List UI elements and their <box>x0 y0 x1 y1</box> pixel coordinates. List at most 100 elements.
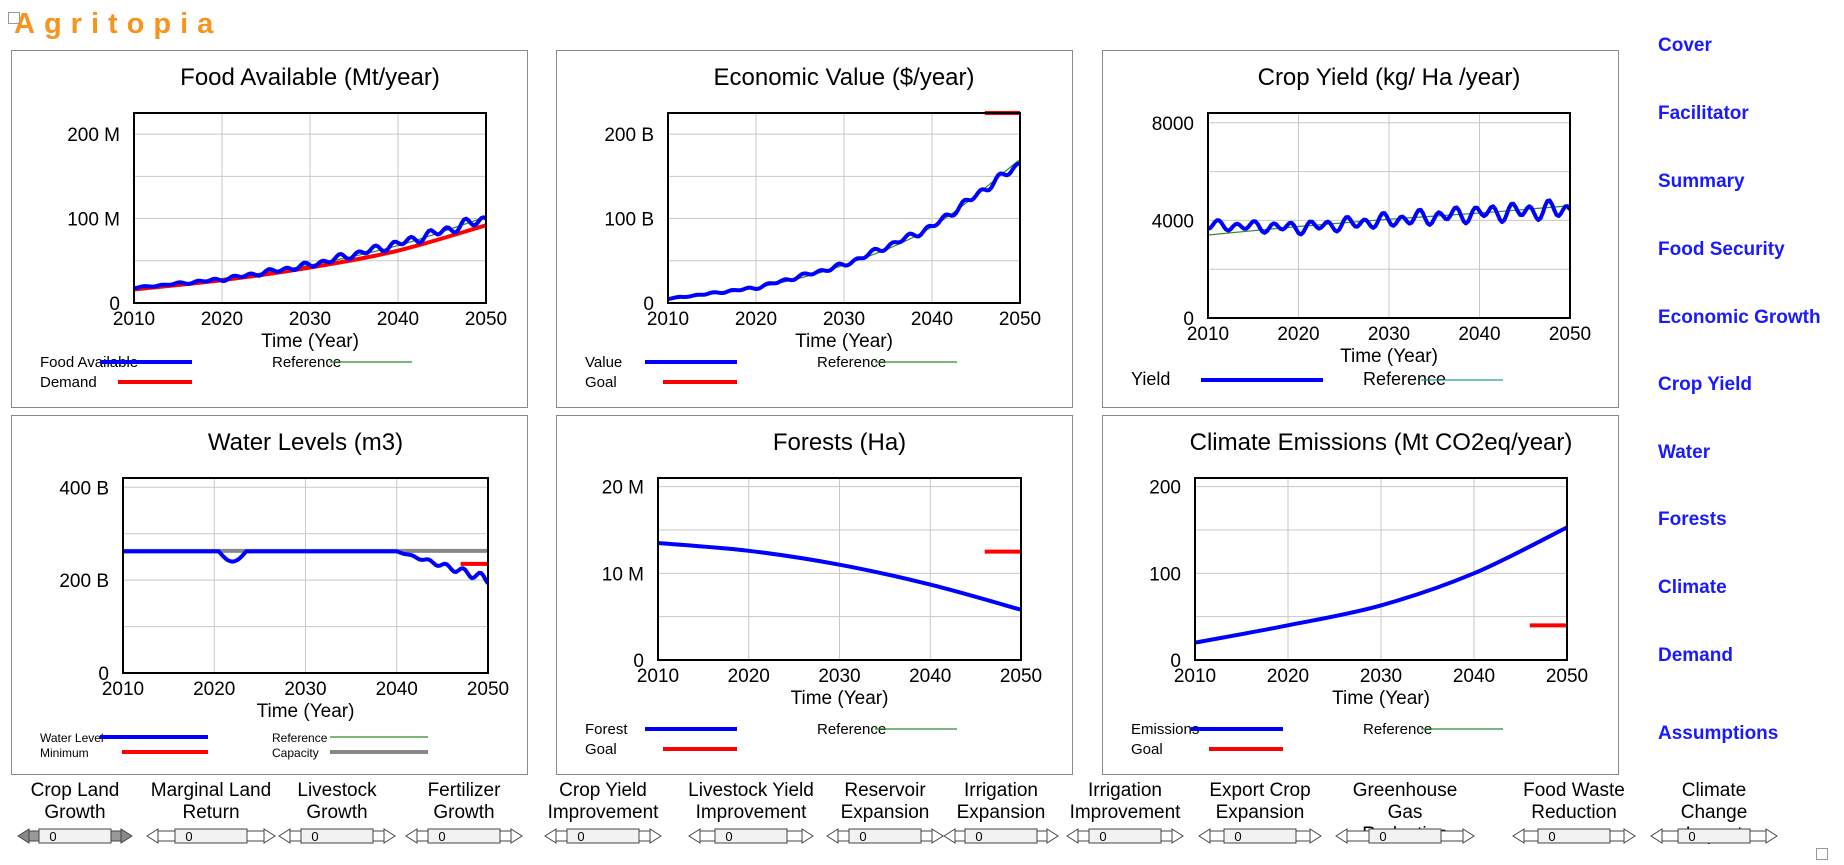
slider-left-arrow[interactable] <box>1066 828 1079 844</box>
slider-left-arrow[interactable] <box>1512 828 1525 844</box>
slider-track[interactable]: 0 <box>278 827 396 845</box>
nav-link-demand[interactable]: Demand <box>1658 645 1733 666</box>
slider-thumb[interactable] <box>1677 828 1751 844</box>
slider-track[interactable]: 0 <box>1650 827 1778 845</box>
slider-left-arrow[interactable] <box>1335 828 1348 844</box>
nav-link-water[interactable]: Water <box>1658 442 1711 463</box>
slider-right-arrow[interactable] <box>1171 828 1184 844</box>
slider-right-arrow[interactable] <box>649 828 662 844</box>
nav-link-crop-yield[interactable]: Crop Yield <box>1658 374 1752 395</box>
x-tick-label: 2010 <box>1187 324 1229 345</box>
slider-crop-yield-improvement[interactable]: Crop Yield Improvement 0 <box>544 780 662 848</box>
x-tick-label: 2030 <box>818 666 860 687</box>
x-tick-label: 2020 <box>193 679 235 700</box>
slider-right-arrow[interactable] <box>1765 828 1778 844</box>
slider-livestock-yield-improvement[interactable]: Livestock Yield Improvement 0 <box>688 780 814 848</box>
nav-link-climate[interactable]: Climate <box>1658 577 1727 598</box>
slider-value: 0 <box>725 829 732 844</box>
slider-irrigation-improvement[interactable]: Irrigation Improvement 0 <box>1066 780 1184 848</box>
slider-thumb[interactable] <box>1223 828 1297 844</box>
slider-thumb[interactable] <box>714 828 788 844</box>
slider-right-arrow[interactable] <box>383 828 396 844</box>
y-tick-label: 8000 <box>1152 114 1194 135</box>
x-axis-label: Time (Year) <box>261 331 359 352</box>
x-tick-label: 2020 <box>1267 666 1309 687</box>
slider-right-arrow[interactable] <box>263 828 276 844</box>
slider-thumb[interactable] <box>848 828 922 844</box>
slider-right-arrow[interactable] <box>1046 828 1059 844</box>
slider-track[interactable]: 0 <box>688 827 814 845</box>
slider-thumb[interactable] <box>427 828 501 844</box>
slider-left-arrow[interactable] <box>17 828 30 844</box>
slider-label: Reservoir Expansion <box>840 780 930 823</box>
slider-livestock-growth[interactable]: Livestock Growth 0 <box>278 780 396 848</box>
slider-right-arrow[interactable] <box>1623 828 1636 844</box>
slider-food-waste-reduction[interactable]: Food Waste Reduction 0 <box>1512 780 1636 848</box>
nav-link-cover[interactable]: Cover <box>1658 35 1712 56</box>
slider-left-arrow[interactable] <box>278 828 291 844</box>
nav-link-summary[interactable]: Summary <box>1658 171 1745 192</box>
slider-thumb[interactable] <box>1537 828 1611 844</box>
nav-link-economic-growth[interactable]: Economic Growth <box>1658 307 1821 328</box>
chart-panel-4: Water Levels (m3) 2010 2020 2030 2040 2050 0 20… <box>11 415 528 775</box>
slider-left-arrow[interactable] <box>826 828 839 844</box>
slider-track[interactable]: 0 <box>1066 827 1184 845</box>
slider-thumb[interactable] <box>964 828 1038 844</box>
slider-thumb[interactable] <box>566 828 640 844</box>
slider-export-crop-expansion[interactable]: Export Crop Expansion 0 <box>1198 780 1322 848</box>
slider-track[interactable]: 0 <box>1198 827 1322 845</box>
slider-right-arrow[interactable] <box>510 828 523 844</box>
slider-crop-land-growth[interactable]: Crop Land Growth 0 <box>17 780 133 848</box>
nav-link-forests[interactable]: Forests <box>1658 509 1727 530</box>
slider-track[interactable]: 0 <box>405 827 523 845</box>
nav-link-assumptions[interactable]: Assumptions <box>1658 723 1779 744</box>
slider-value: 0 <box>49 829 56 844</box>
slider-right-arrow[interactable] <box>1462 828 1475 844</box>
slider-irrigation-expansion[interactable]: Irrigation Expansion 0 <box>943 780 1059 848</box>
legend-label: Emissions <box>1131 721 1199 738</box>
slider-track[interactable]: 0 <box>1335 827 1475 845</box>
slider-left-arrow[interactable] <box>1198 828 1211 844</box>
slider-track[interactable]: 0 <box>17 827 133 845</box>
y-tick-label: 0 <box>1170 651 1181 672</box>
slider-thumb[interactable] <box>38 828 112 844</box>
slider-thumb[interactable] <box>1368 828 1442 844</box>
slider-track[interactable]: 0 <box>943 827 1059 845</box>
legend-label: Food Available <box>40 354 138 371</box>
legend-label: Goal <box>585 374 617 391</box>
x-axis-label: Time (Year) <box>257 701 355 722</box>
x-axis-label: Time (Year) <box>1332 688 1430 709</box>
slider-marginal-land-return[interactable]: Marginal Land Return 0 <box>146 780 276 848</box>
slider-thumb[interactable] <box>1088 828 1162 844</box>
slider-climate-change-impact[interactable]: Climate Change Impact0 <box>1650 780 1778 848</box>
series-line-forest <box>658 541 1021 612</box>
slider-left-arrow[interactable] <box>1650 828 1663 844</box>
plot-frame <box>1194 477 1568 661</box>
slider-right-arrow[interactable] <box>120 828 133 844</box>
slider-left-arrow[interactable] <box>544 828 557 844</box>
slider-thumb[interactable] <box>300 828 374 844</box>
slider-track[interactable]: 0 <box>1512 827 1636 845</box>
slider-fertilizer-growth[interactable]: Fertilizer Growth 0 <box>405 780 523 848</box>
slider-left-arrow[interactable] <box>688 828 701 844</box>
slider-right-arrow[interactable] <box>801 828 814 844</box>
slider-track[interactable]: 0 <box>826 827 944 845</box>
nav-link-facilitator[interactable]: Facilitator <box>1658 103 1749 124</box>
x-tick-label: 2050 <box>1546 666 1588 687</box>
slider-value: 0 <box>1548 829 1555 844</box>
slider-value: 0 <box>311 829 318 844</box>
slider-label: Livestock Growth <box>297 780 377 823</box>
slider-right-arrow[interactable] <box>931 828 944 844</box>
nav-link-food-security[interactable]: Food Security <box>1658 239 1785 260</box>
plot-frame <box>667 112 1021 304</box>
slider-left-arrow[interactable] <box>146 828 159 844</box>
slider-track[interactable]: 0 <box>146 827 276 845</box>
slider-label: Irrigation Improvement <box>1069 780 1181 823</box>
slider-left-arrow[interactable] <box>405 828 418 844</box>
slider-left-arrow[interactable] <box>943 828 956 844</box>
slider-right-arrow[interactable] <box>1309 828 1322 844</box>
slider-thumb[interactable] <box>174 828 248 844</box>
slider-reservoir-expansion[interactable]: Reservoir Expansion 0 <box>826 780 944 848</box>
slider-track[interactable]: 0 <box>544 827 662 845</box>
